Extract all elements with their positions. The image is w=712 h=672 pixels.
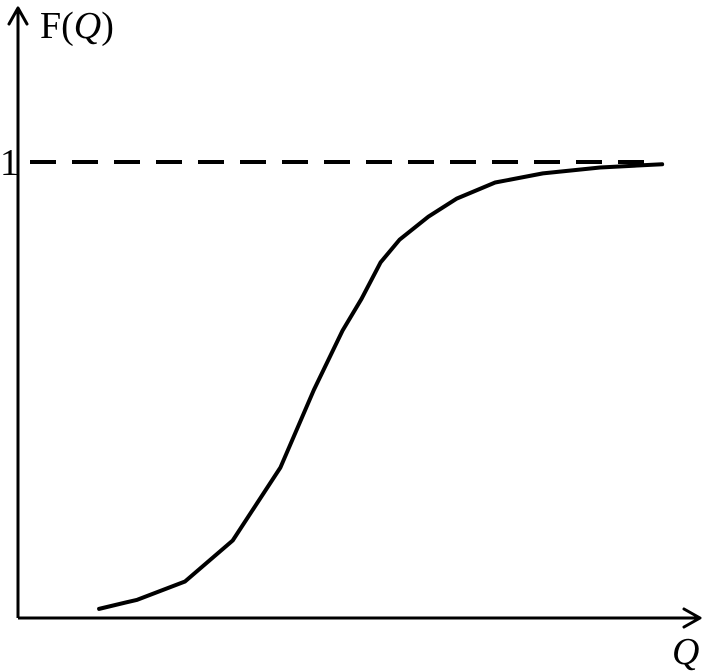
y-axis-label-suffix: ): [101, 5, 114, 47]
y-axis-arrow-icon: [7, 6, 29, 26]
cdf-curve: [97, 162, 665, 611]
y-axis-label-variable: Q: [74, 5, 101, 47]
axes: [7, 6, 702, 629]
y-tick-label: 1: [0, 142, 19, 184]
y-axis-label: F(Q): [40, 5, 114, 47]
y-axis-label-prefix: F(: [40, 5, 74, 47]
x-axis-arrow-icon: [682, 607, 702, 629]
x-axis-label: Q: [672, 631, 699, 672]
